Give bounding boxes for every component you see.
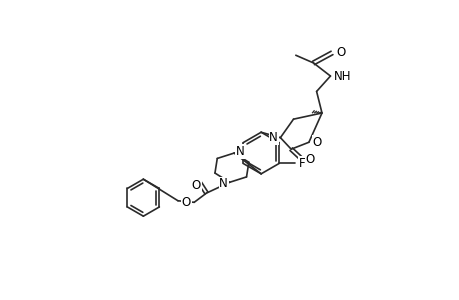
Text: F: F: [298, 157, 304, 170]
Text: O: O: [181, 196, 190, 209]
Text: N: N: [219, 177, 228, 190]
Text: O: O: [191, 179, 201, 192]
Text: O: O: [305, 153, 314, 166]
Text: N: N: [235, 145, 244, 158]
Text: O: O: [312, 136, 321, 149]
Text: NH: NH: [333, 70, 350, 83]
Text: O: O: [336, 46, 345, 59]
Text: N: N: [269, 131, 278, 144]
